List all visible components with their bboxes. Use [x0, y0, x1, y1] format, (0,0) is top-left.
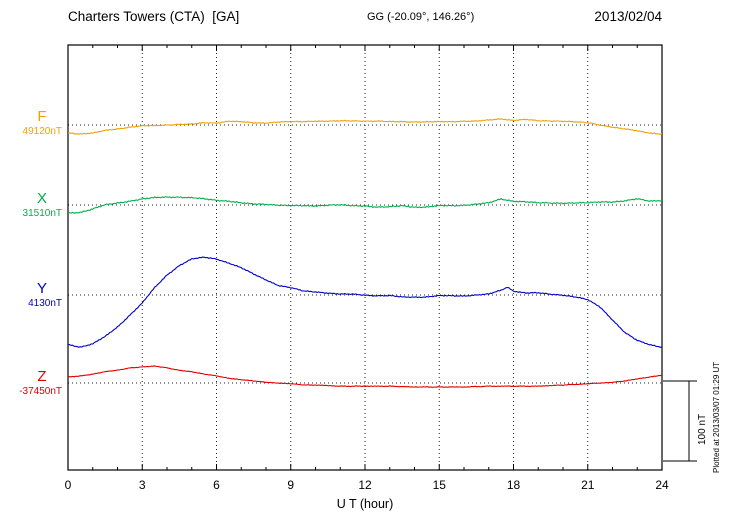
- x-tick-label: 3: [139, 478, 146, 492]
- channel-reference-x: 31510nT: [22, 208, 62, 219]
- trace-Y: [68, 256, 663, 348]
- x-tick-label: 18: [507, 478, 521, 492]
- x-tick-label: 24: [655, 478, 669, 492]
- gridlines: [68, 45, 662, 470]
- channel-label-f: F: [37, 108, 47, 125]
- channel-label-y: Y: [36, 280, 47, 297]
- x-tick-label: 9: [287, 478, 294, 492]
- channel-label-z: Z: [37, 368, 47, 385]
- x-tick-label: 0: [65, 478, 72, 492]
- trace-X: [67, 196, 663, 214]
- x-tick-label: 15: [433, 478, 447, 492]
- x-tick-label: 12: [358, 478, 372, 492]
- axis-ticks: [67, 45, 663, 470]
- x-tick-label: 6: [213, 478, 220, 492]
- plotted-at-note: Plotted at 2013/03/07 01:29 UT: [712, 361, 721, 473]
- trace-F: [67, 118, 663, 135]
- station-title: Charters Towers (CTA) [GA]: [68, 9, 240, 24]
- x-tick-label: 21: [581, 478, 595, 492]
- scale-bar-label: 100 nT: [697, 413, 708, 445]
- gg-coordinates: GG (-20.09°, 146.26°): [367, 11, 475, 23]
- scale-bar: [663, 380, 697, 462]
- x-axis-title: U T (hour): [336, 497, 394, 511]
- channel-label-x: X: [36, 190, 47, 207]
- channel-reference-y: 4130nT: [28, 298, 62, 309]
- trace-Z: [67, 365, 663, 388]
- channel-reference-f: 49120nT: [22, 126, 62, 137]
- channel-reference-z: -37450nT: [19, 386, 62, 397]
- x-tick-labels: 0 3 6 9 12 15 18 21 24: [65, 478, 669, 492]
- date-label: 2013/02/04: [594, 9, 662, 24]
